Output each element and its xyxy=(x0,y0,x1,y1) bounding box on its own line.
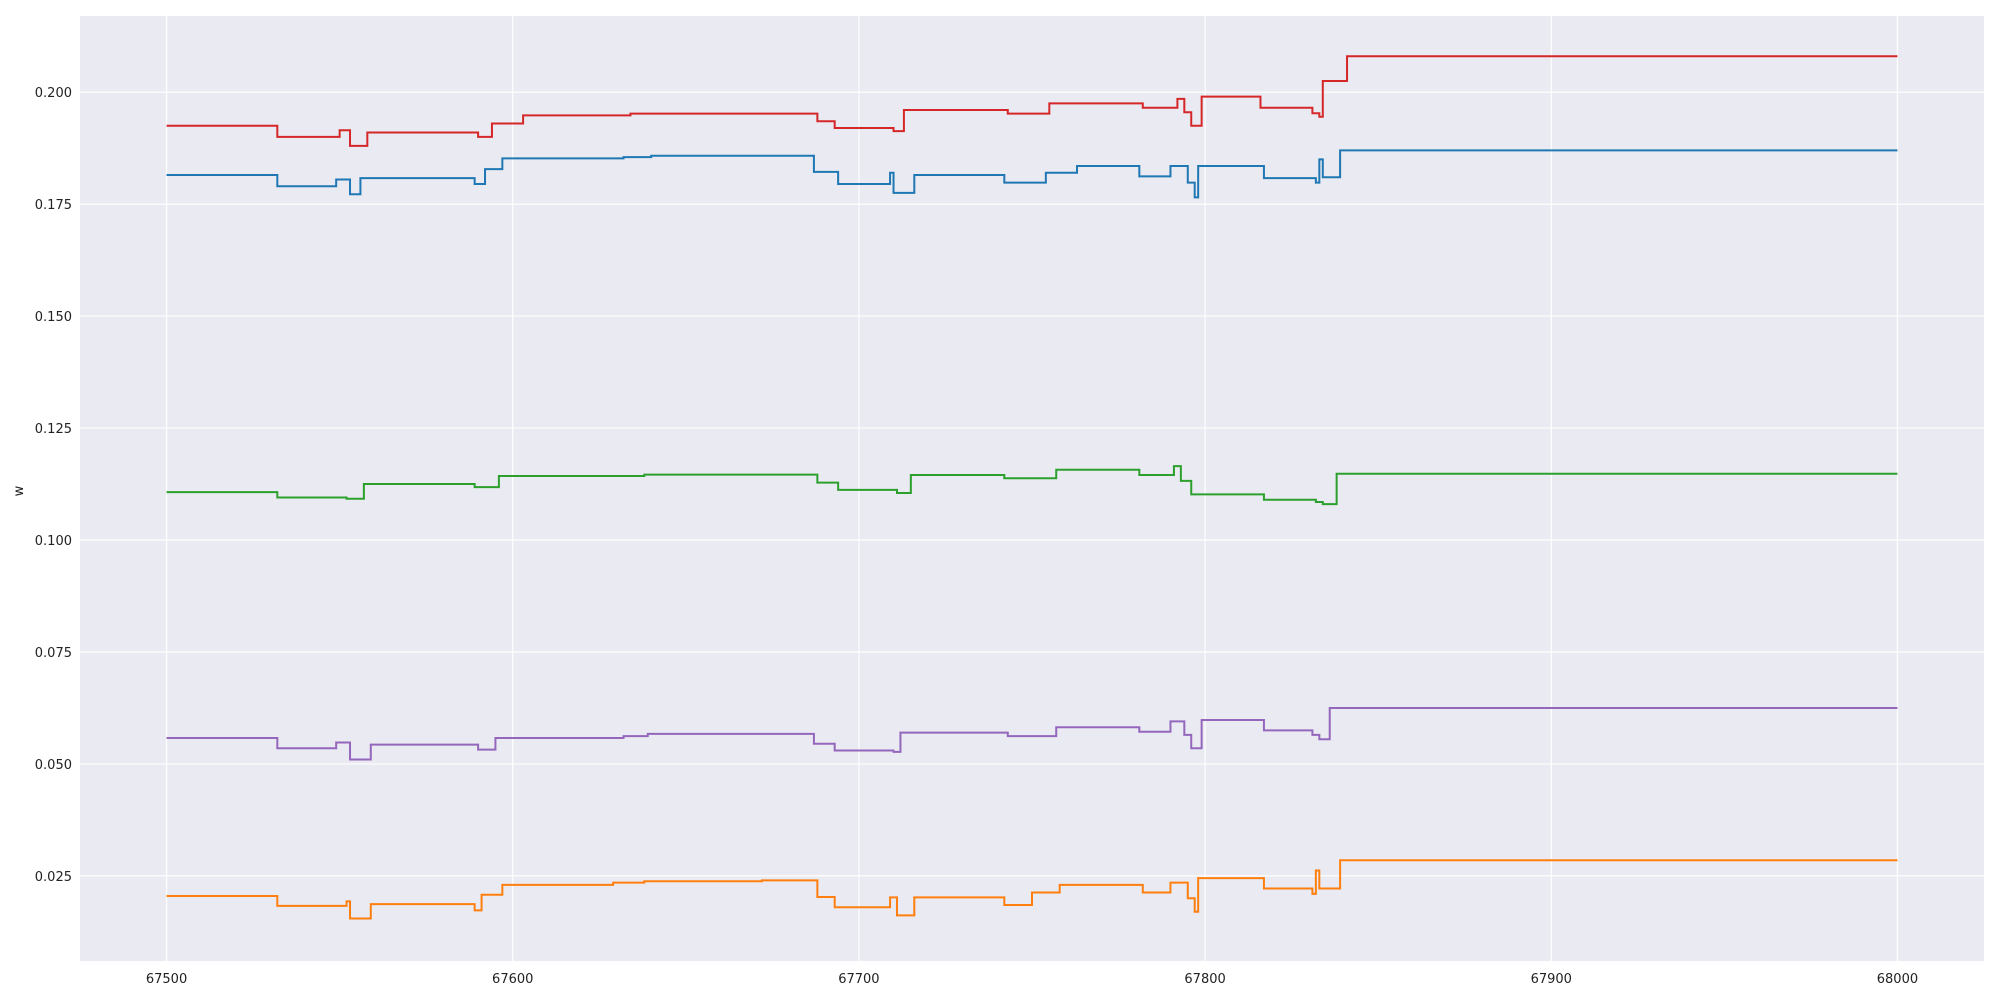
y-tick-label: 0.175 xyxy=(35,198,72,213)
y-axis-label: w xyxy=(12,485,27,496)
y-axis-tick-labels: 0.025 0.050 0.075 0.100 0.125 0.150 0.175 0.200 xyxy=(35,86,72,885)
horizontal-gridlines xyxy=(80,91,1984,877)
y-tick-label: 0.200 xyxy=(35,86,72,101)
y-tick-label: 0.075 xyxy=(35,646,72,661)
x-tick-label: 67900 xyxy=(1531,972,1572,987)
series-line-2 xyxy=(166,149,1898,199)
series-line-5 xyxy=(166,859,1898,920)
series-lines xyxy=(166,55,1898,920)
x-tick-label: 67600 xyxy=(492,972,533,987)
y-tick-label: 0.100 xyxy=(35,534,72,549)
series-line-3 xyxy=(166,465,1898,506)
x-tick-label: 67500 xyxy=(146,972,187,987)
x-tick-label: 68000 xyxy=(1877,972,1918,987)
y-tick-label: 0.125 xyxy=(35,422,72,437)
x-tick-label: 67700 xyxy=(838,972,879,987)
plot-background xyxy=(80,16,1984,961)
vertical-gridlines xyxy=(165,16,1899,961)
x-tick-label: 67800 xyxy=(1184,972,1225,987)
y-tick-label: 0.025 xyxy=(35,870,72,885)
y-tick-label: 0.050 xyxy=(35,758,72,773)
series-line-4 xyxy=(166,706,1898,761)
y-tick-label: 0.150 xyxy=(35,310,72,325)
x-axis-tick-labels: 67500 67600 67700 67800 67900 68000 xyxy=(146,972,1918,987)
series-line-1 xyxy=(166,55,1898,147)
